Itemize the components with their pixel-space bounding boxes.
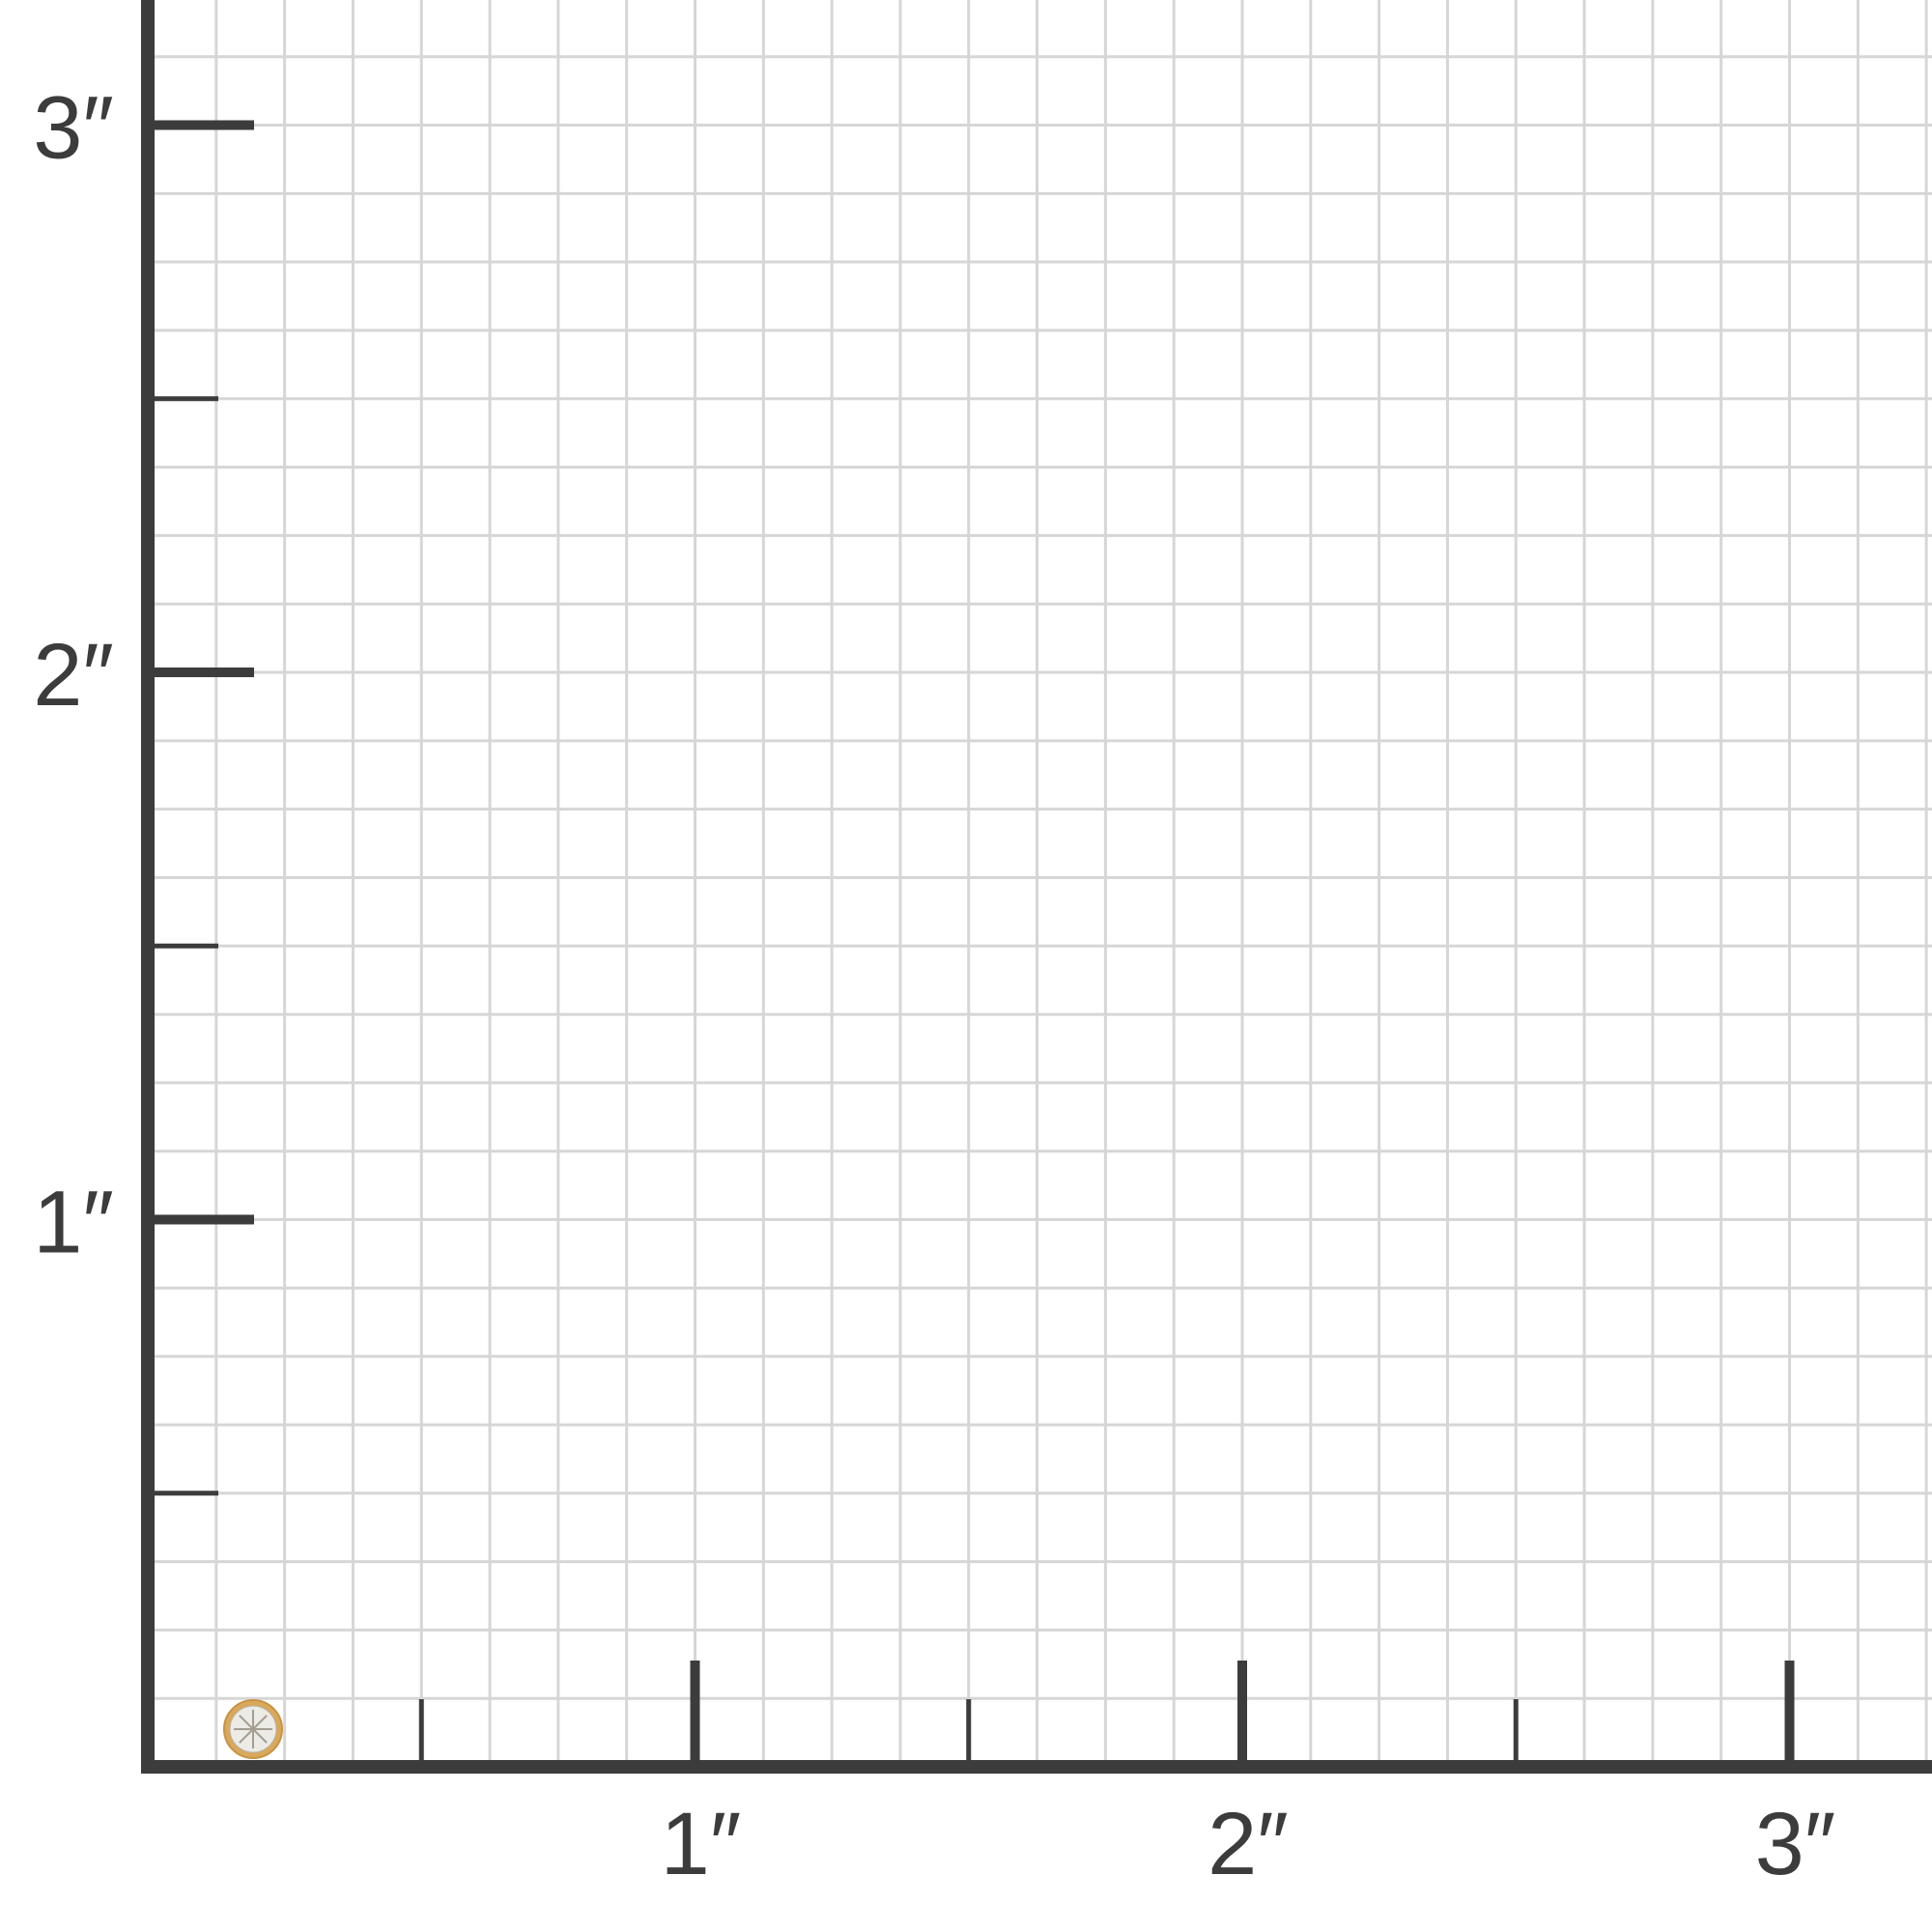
diamond-facet	[252, 1728, 268, 1744]
diamond-facet	[252, 1715, 268, 1730]
y-tick-label: 3″	[33, 79, 114, 178]
y-tick-label: 1″	[33, 1174, 114, 1272]
diamond-facet	[239, 1728, 254, 1744]
x-tick-label: 1″	[661, 1795, 742, 1893]
diamond-facet	[239, 1715, 254, 1730]
x-tick-label: 2″	[1208, 1795, 1289, 1893]
y-tick-label: 2″	[33, 626, 114, 724]
x-tick-label: 3″	[1755, 1795, 1836, 1893]
